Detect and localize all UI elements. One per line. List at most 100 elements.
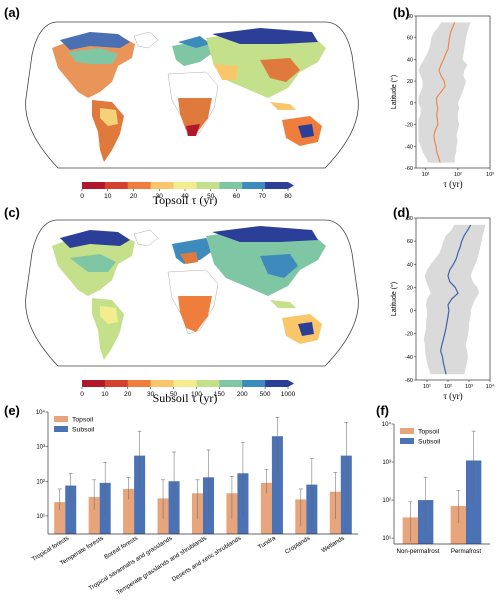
colorbar-tick-label: 150 bbox=[214, 391, 225, 398]
legend-label: Subsoil bbox=[72, 427, 95, 434]
legend-label: Topsoil bbox=[418, 429, 440, 436]
y-tick-label: 10² bbox=[36, 479, 45, 485]
colorbar-tick-label: 70 bbox=[259, 193, 267, 200]
colorbar-tick-label: 50 bbox=[170, 391, 178, 398]
category-label: Deserts and xeric shrublands bbox=[171, 535, 243, 583]
panel-label-a: (a) bbox=[4, 5, 20, 20]
colorbar-segment bbox=[219, 182, 243, 189]
colorbar-tick-label: 100 bbox=[191, 391, 202, 398]
colorbar-tick-label: 50 bbox=[207, 193, 215, 200]
topsoil-bar bbox=[450, 505, 466, 544]
y-tick-label: -40 bbox=[405, 144, 413, 150]
colorbar-segment bbox=[127, 380, 151, 387]
colorbar-tick-label: 0 bbox=[80, 391, 84, 398]
colorbar-tick-label: 30 bbox=[156, 193, 164, 200]
subsoil-map-frame bbox=[25, 219, 359, 367]
panel-label-d: (d) bbox=[393, 205, 410, 220]
colorbar-segment bbox=[173, 182, 197, 189]
median-line bbox=[440, 224, 472, 375]
x-axis-label: τ (yr) bbox=[443, 391, 462, 401]
colorbar-tick-label: 20 bbox=[130, 193, 138, 200]
category-label: Croplands bbox=[284, 535, 312, 556]
colorbar-segment bbox=[265, 182, 294, 189]
uncertainty-band bbox=[418, 22, 471, 163]
category-label: Tundra bbox=[257, 534, 278, 550]
legend-swatch-subsoil bbox=[400, 438, 414, 444]
x-tick-label: 10¹ bbox=[422, 172, 430, 178]
colorbar-tick-label: 40 bbox=[181, 193, 189, 200]
colorbar-segment bbox=[150, 182, 174, 189]
y-tick-label: 10³ bbox=[382, 460, 391, 466]
y-tick-label: -60 bbox=[405, 378, 413, 384]
topsoil-map bbox=[25, 22, 359, 168]
x-axis-label: τ (yr) bbox=[443, 179, 462, 189]
y-tick-label: 80 bbox=[407, 14, 413, 20]
colorbar-segment bbox=[127, 182, 151, 189]
subsoil-bar bbox=[271, 436, 283, 534]
y-tick-label: 80 bbox=[407, 216, 413, 222]
legend-label: Topsoil bbox=[72, 417, 94, 424]
median-line bbox=[433, 22, 456, 163]
panel-label-e: (e) bbox=[4, 403, 20, 418]
map-europe bbox=[172, 40, 214, 66]
colorbar-segment bbox=[82, 182, 106, 189]
y-tick-label: 10⁴ bbox=[36, 409, 46, 416]
uncertainty-band bbox=[423, 224, 486, 375]
topsoil-bar bbox=[88, 497, 100, 534]
legend-swatch-topsoil bbox=[54, 416, 68, 422]
legend-swatch-subsoil bbox=[54, 426, 68, 432]
y-tick-label: 60 bbox=[407, 36, 413, 42]
colorbar-tick-label: 20 bbox=[124, 391, 132, 398]
topsoil-colorbar: 0 10 20 30 40 50 60 70 80 bbox=[80, 182, 294, 200]
x-tick-label: 10¹ bbox=[423, 384, 431, 390]
y-axis-label: Latitude (°) bbox=[390, 75, 398, 109]
colorbar-tick-label: 10 bbox=[101, 391, 109, 398]
latitude-profile-subsoil: 80 60 40 20 0 -20 -40 -60 10¹ 10² 10³ 10⁴ τ (yr) Lati… bbox=[390, 216, 495, 401]
panel-label-b: (b) bbox=[393, 5, 410, 20]
panel-label-c: (c) bbox=[4, 205, 20, 220]
colorbar-segment bbox=[219, 380, 243, 387]
colorbar-tick-label: 200 bbox=[237, 391, 248, 398]
y-tick-label: 10⁴ bbox=[382, 421, 392, 428]
y-tick-label: -20 bbox=[405, 332, 413, 338]
topsoil-bar bbox=[54, 502, 66, 534]
y-axis-label: Latitude (°) bbox=[390, 282, 398, 316]
category-label: Wetlands bbox=[320, 535, 345, 555]
y-tick-label: 40 bbox=[407, 262, 413, 268]
x-tick-label: 10² bbox=[444, 384, 452, 390]
subsoil-map bbox=[25, 220, 359, 366]
colorbar-segment bbox=[196, 380, 220, 387]
panel-label-f: (f) bbox=[376, 403, 389, 418]
x-tick-label: 10³ bbox=[486, 172, 494, 178]
latitude-profile-topsoil: 80 60 40 20 0 -20 -40 -60 10¹ 10² 10³ τ (yr) Latitud… bbox=[390, 14, 494, 189]
y-tick-label: -40 bbox=[405, 355, 413, 361]
colorbar-tick-label: 60 bbox=[233, 193, 241, 200]
colorbar-tick-label: 0 bbox=[80, 193, 84, 200]
colorbar-segment bbox=[104, 182, 129, 189]
colorbar-tick-label: 30 bbox=[147, 391, 155, 398]
topsoil-bar bbox=[260, 482, 272, 534]
plot-frame bbox=[415, 15, 491, 169]
y-tick-label: -20 bbox=[405, 123, 413, 129]
map-north-america bbox=[52, 34, 135, 98]
colorbar-segment bbox=[150, 380, 174, 387]
colorbar-segment bbox=[242, 380, 266, 387]
subsoil-colorbar: 0 10 20 30 50 100 150 200 500 1000 bbox=[80, 380, 296, 398]
colorbar-segment bbox=[104, 380, 129, 387]
x-tick-label: 10³ bbox=[465, 384, 473, 390]
subsoil-bar bbox=[65, 485, 77, 534]
legend-label: Subsoil bbox=[418, 439, 441, 446]
topsoil-map-frame bbox=[25, 21, 359, 169]
x-tick-label: 10² bbox=[454, 172, 462, 178]
colorbar-segment bbox=[242, 182, 266, 189]
y-tick-label: -60 bbox=[405, 166, 413, 172]
y-tick-label: 10¹ bbox=[36, 514, 45, 520]
colorbar-tick-label: 500 bbox=[260, 391, 271, 398]
y-tick-label: 40 bbox=[407, 57, 413, 63]
y-tick-label: 0 bbox=[410, 309, 413, 315]
y-tick-label: 0 bbox=[410, 101, 413, 107]
colorbar-segment bbox=[196, 182, 220, 189]
subsoil-colorbar-label: Subsoil τ (yr) bbox=[153, 391, 218, 405]
